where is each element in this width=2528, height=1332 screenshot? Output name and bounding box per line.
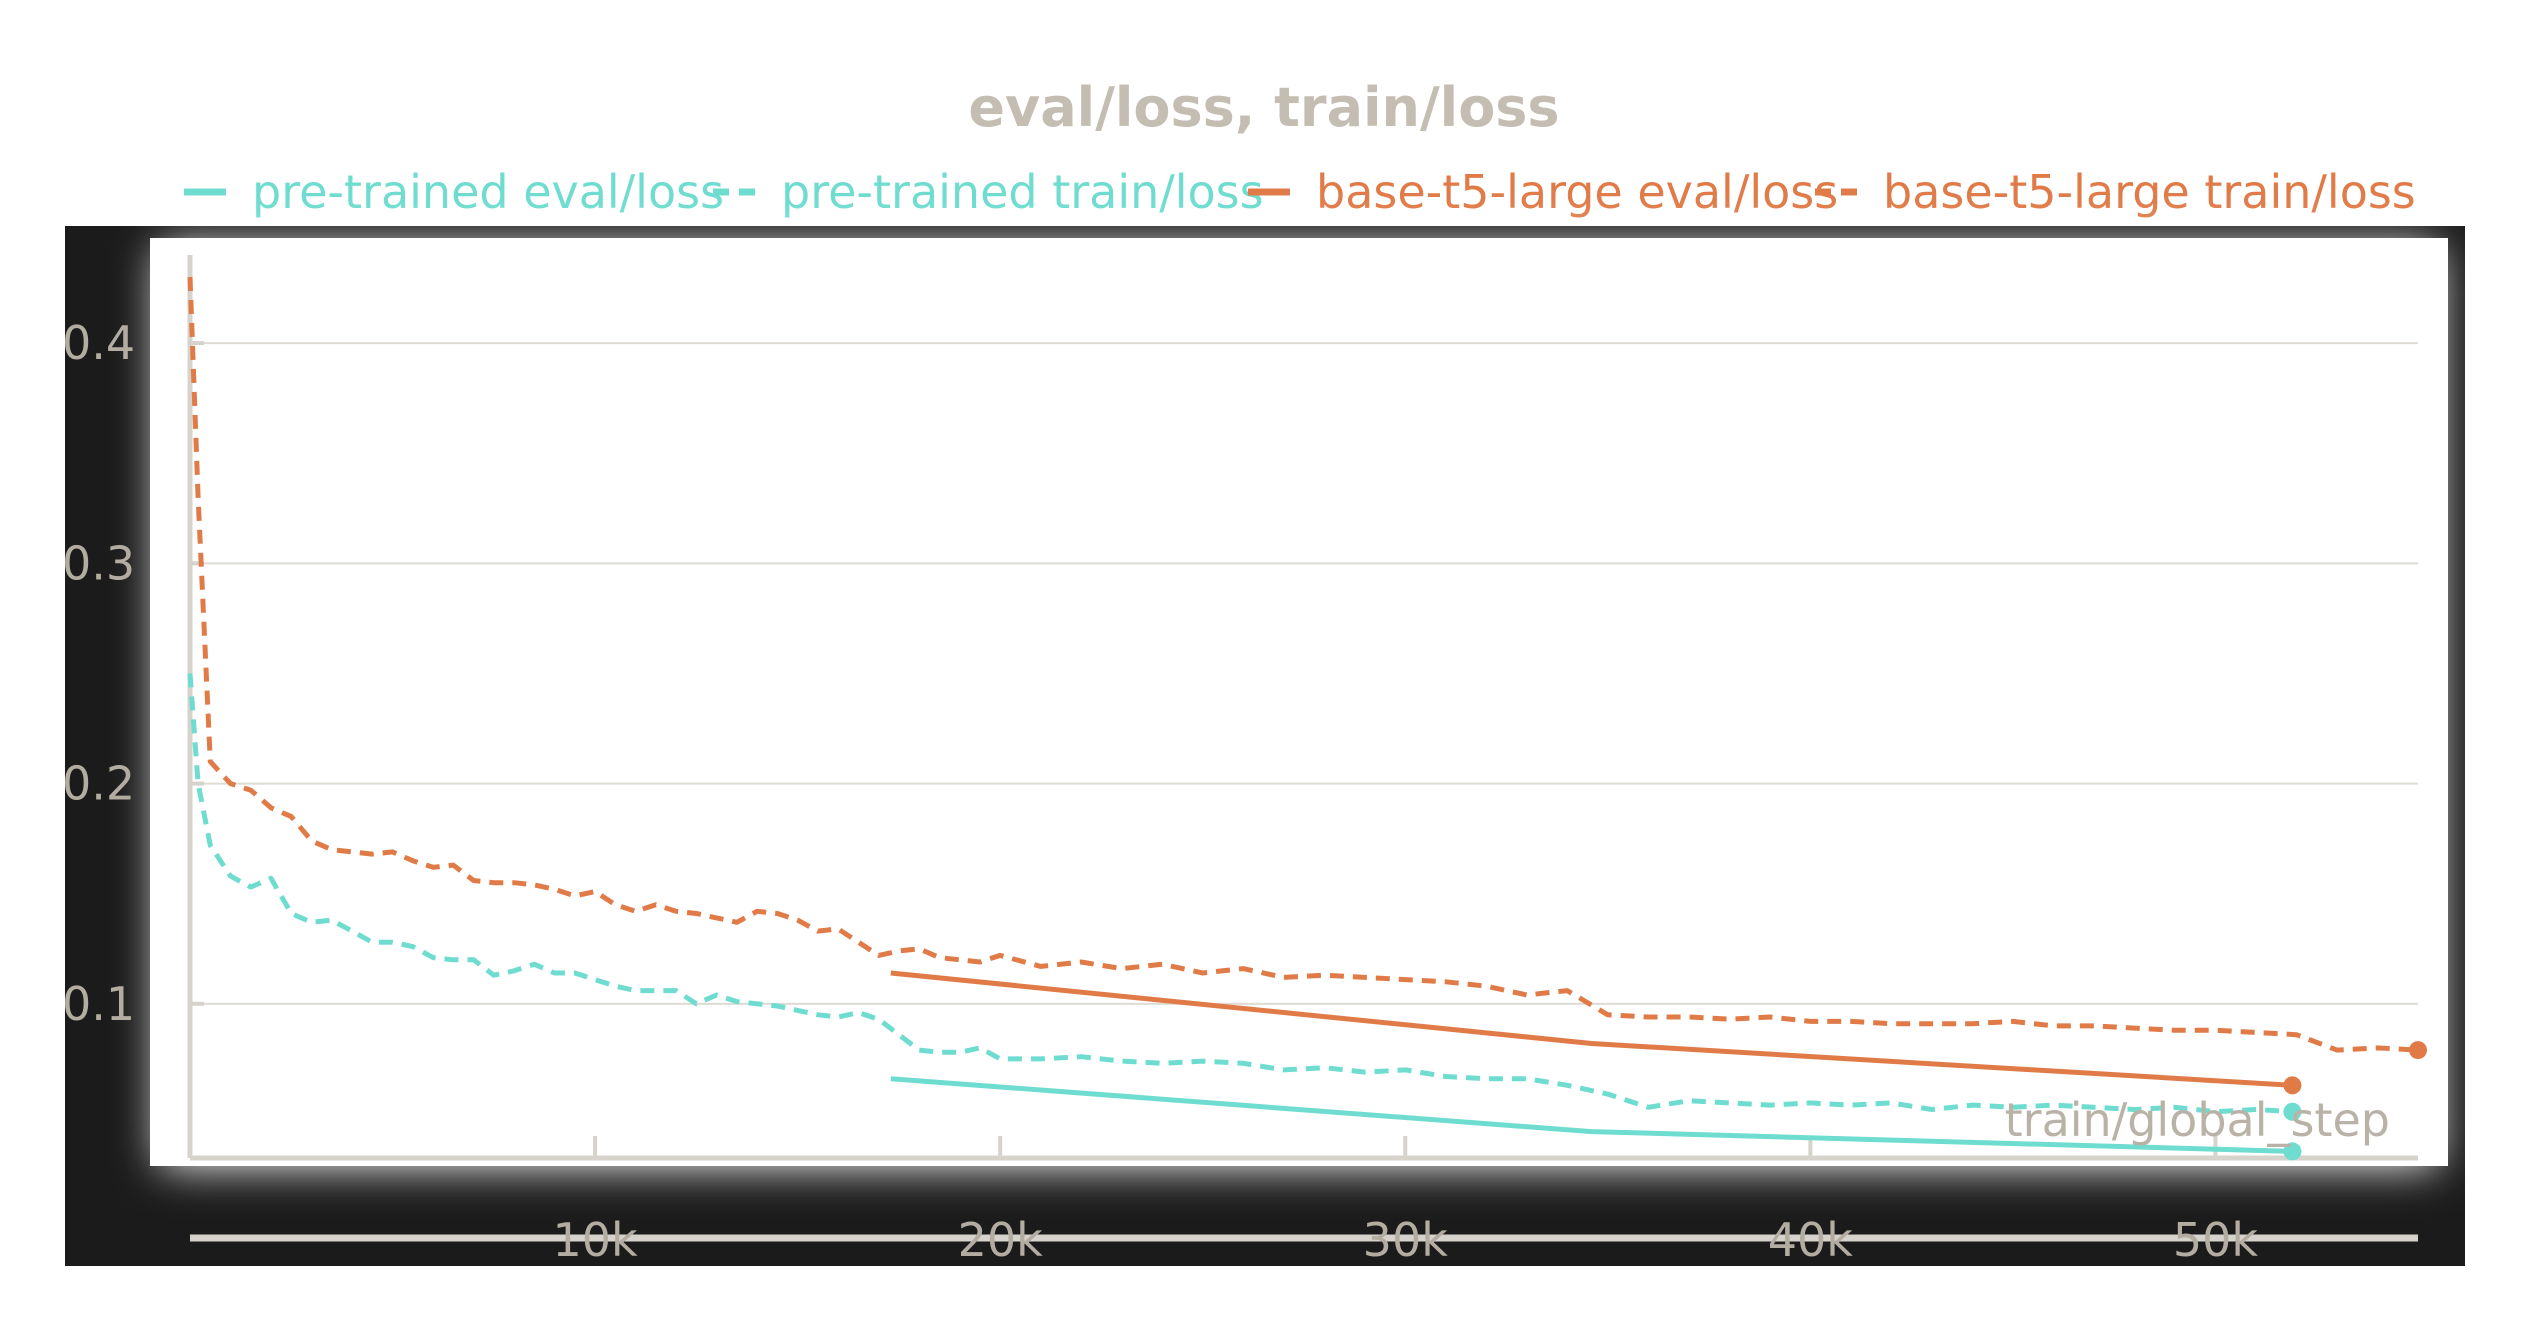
chart-title: eval/loss, train/loss	[968, 76, 1559, 139]
x-tick-label: 20k	[958, 1213, 1044, 1267]
legend-label-1: pre-trained train/loss	[781, 165, 1264, 219]
y-tick-label: 0.2	[62, 757, 135, 811]
series-line-0	[890, 1076, 2293, 1154]
y-tick-labels: 0.1 0.2 0.3 0.4	[62, 316, 135, 1031]
x-tick-label: 30k	[1363, 1213, 1449, 1267]
legend-label-3: base-t5-large train/loss	[1883, 165, 2416, 219]
x-ticks: 10k 20k 30k 40k 50k	[553, 1136, 2259, 1267]
series-end-marker-2	[2283, 1076, 2302, 1095]
series-line-2	[890, 970, 2293, 1088]
x-tick-label: 10k	[553, 1213, 639, 1267]
plot-area	[150, 238, 2448, 1166]
series-line-3	[187, 276, 2419, 1053]
y-tick-label: 0.4	[62, 316, 135, 370]
series-line-1	[187, 673, 2293, 1115]
y-tick-label: 0.1	[62, 977, 135, 1031]
legend: pre-trained eval/loss pre-trained train/l…	[184, 165, 2416, 219]
y-tick-label: 0.3	[62, 536, 135, 590]
x-axis-label: train/global_step	[2005, 1093, 2390, 1147]
series-layer	[187, 276, 2427, 1161]
series-end-marker-1	[2283, 1102, 2302, 1121]
x-tick-label: 50k	[2173, 1213, 2259, 1267]
legend-label-2: base-t5-large eval/loss	[1316, 165, 1838, 219]
x-tick-label: 40k	[1768, 1213, 1854, 1267]
legend-label-0: pre-trained eval/loss	[252, 165, 724, 219]
series-end-marker-3	[2409, 1041, 2427, 1060]
series-end-marker-0	[2283, 1142, 2302, 1161]
grid-lines	[190, 341, 2418, 1006]
